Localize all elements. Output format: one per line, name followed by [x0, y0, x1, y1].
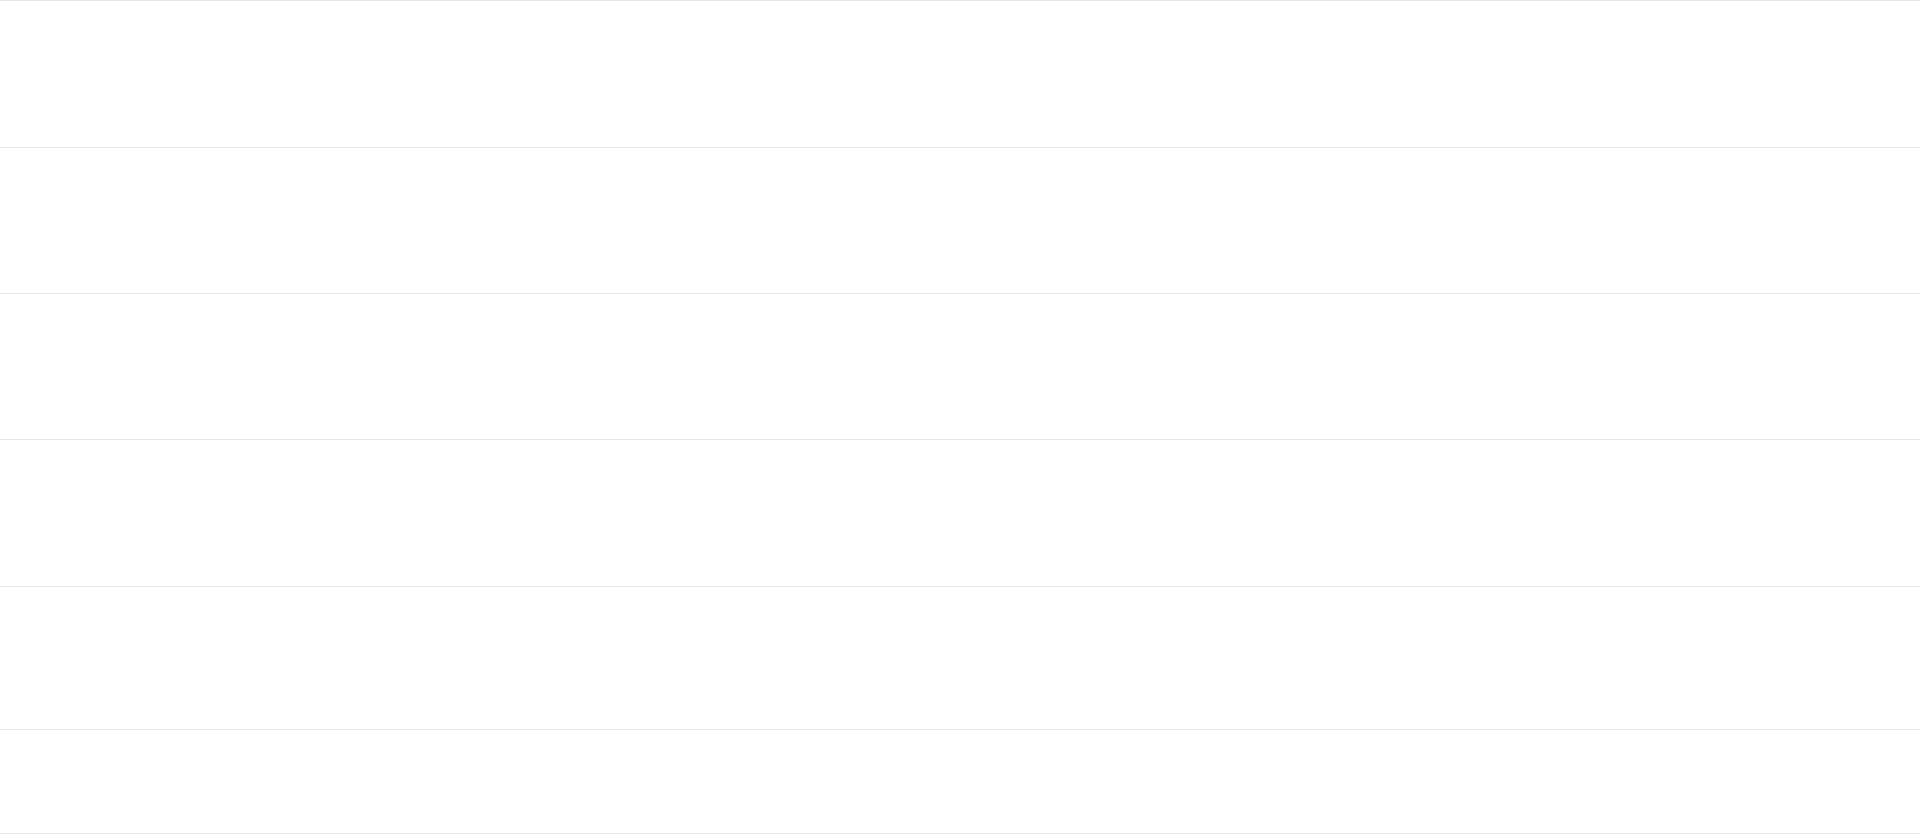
- list-row: [0, 730, 1920, 834]
- list-row: [0, 440, 1920, 587]
- list-row: [0, 587, 1920, 730]
- list-row: [0, 1, 1920, 148]
- list-row: [0, 294, 1920, 440]
- list-row: [0, 148, 1920, 294]
